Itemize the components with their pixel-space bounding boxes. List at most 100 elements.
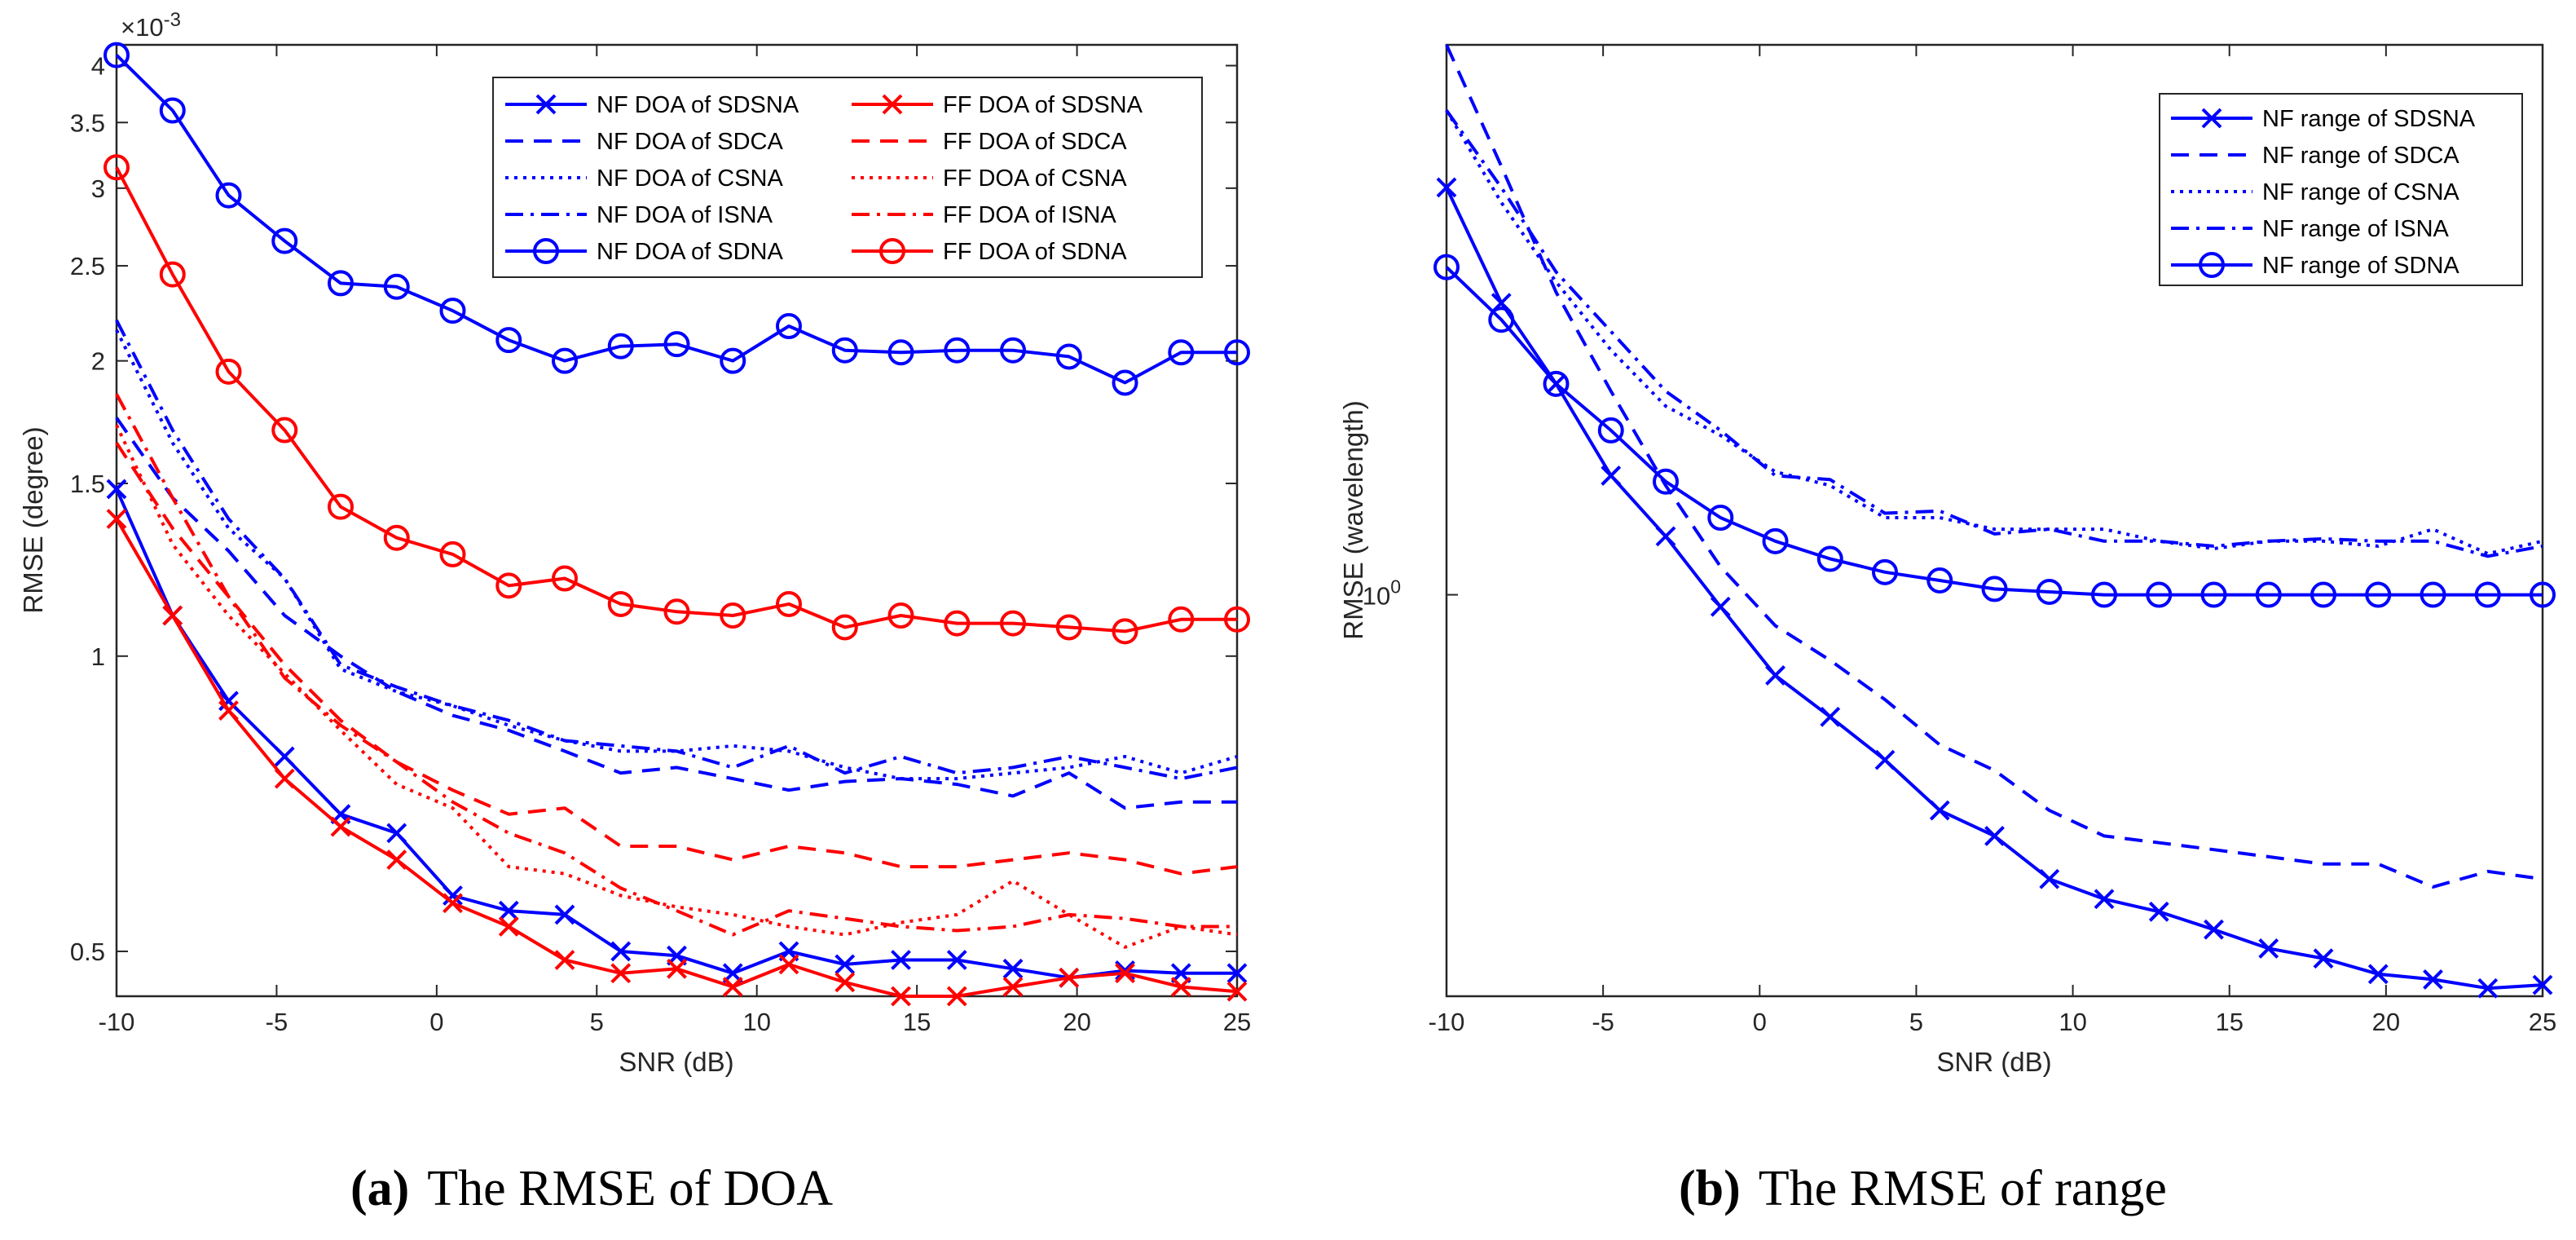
data-point (439, 298, 466, 324)
data-point (1762, 527, 1789, 554)
data-point (776, 313, 802, 340)
series-line (115, 54, 1237, 385)
data-point (2365, 581, 2392, 608)
data-point (215, 358, 242, 385)
data-point (1002, 977, 1024, 997)
legend-marker (533, 238, 559, 264)
data-point (2146, 581, 2173, 608)
data-point (2474, 581, 2501, 608)
data-point (1168, 339, 1195, 366)
data-point (1816, 545, 1843, 572)
data-point (667, 958, 687, 979)
y-tick-label: 0.5 (70, 938, 105, 966)
data-point (103, 154, 130, 181)
data-point (1115, 960, 1135, 981)
data-point (383, 273, 410, 300)
data-point (607, 333, 634, 360)
series-nf-range-of-isna (1445, 109, 2543, 558)
data-point (1929, 800, 1950, 821)
series-ff-doa-of-sdsna (106, 509, 1248, 1007)
legend-marker (879, 238, 905, 264)
x-tick-label: 5 (590, 1008, 604, 1036)
data-point (2204, 919, 2224, 940)
data-point (2039, 868, 2060, 889)
y-tick-label: 2.5 (70, 252, 105, 280)
data-point (2200, 581, 2227, 608)
y-tick-base: 10 (1363, 582, 1390, 611)
data-point (887, 339, 914, 366)
series-group-b (1433, 44, 2556, 999)
exponent-label-a: ×10-3 (121, 9, 181, 42)
data-point (2148, 901, 2169, 922)
data-point (1000, 610, 1026, 637)
data-point (162, 605, 183, 626)
data-point (103, 42, 130, 68)
y-ticks-a: -10 -5 0 5 10 15 20 25 0.5 1 1.5 2 2.5 3 3.5 4 (70, 45, 1251, 1036)
x-tick-label: 25 (2529, 1008, 2556, 1036)
data-point (607, 590, 634, 617)
y-tick-label: 3 (91, 174, 105, 203)
data-point (1872, 558, 1898, 585)
y-tick-label: 4 (91, 51, 105, 80)
data-point (1170, 977, 1191, 997)
data-point (271, 227, 298, 254)
data-point (946, 986, 967, 1007)
series-nf-doa-of-sdca (115, 417, 1237, 810)
data-point (887, 602, 914, 629)
data-point (439, 541, 466, 567)
legend-item: NF DOA of SDCA (505, 129, 783, 155)
data-point (944, 337, 971, 364)
data-point (720, 347, 746, 374)
data-point (1168, 606, 1195, 633)
legend-item: NF range of SDCA (2171, 143, 2459, 169)
data-point (443, 893, 463, 914)
data-point (778, 954, 799, 975)
data-point (1224, 606, 1250, 633)
legend-box (492, 77, 1203, 278)
legend-item: NF range of CSNA (2171, 179, 2459, 205)
x-tick-label: 0 (1753, 1008, 1767, 1036)
data-point (106, 509, 127, 529)
legend-label: NF DOA of SDCA (597, 129, 783, 155)
data-point (328, 493, 354, 520)
legend-marker (882, 94, 903, 115)
data-point (1488, 307, 1515, 333)
data-point (1601, 466, 1622, 486)
data-point (891, 986, 911, 1007)
y-axis-label-a: RMSE (degree) (18, 426, 48, 613)
data-point (610, 963, 632, 984)
series-nf-doa-of-isna (115, 319, 1238, 781)
data-point (218, 691, 239, 712)
data-point (1002, 958, 1024, 979)
caption-a-text: The RMSE of DOA (427, 1161, 833, 1216)
data-point (1984, 825, 2005, 846)
data-point (610, 941, 632, 962)
legend-label: FF DOA of CSNA (943, 165, 1127, 192)
data-point (1436, 177, 1457, 198)
legend-label: FF DOA of ISNA (943, 202, 1116, 228)
data-point (1543, 370, 1570, 397)
data-point (1710, 596, 1731, 617)
series-line (115, 417, 1237, 810)
data-point (215, 182, 242, 209)
series-line (1445, 44, 2543, 889)
data-point (1655, 526, 1676, 547)
data-point (274, 768, 295, 789)
series-group-a (103, 42, 1250, 1007)
y-tick-exponent: 0 (1390, 576, 1401, 598)
data-point (495, 327, 522, 354)
legend-item: FF DOA of CSNA (852, 165, 1127, 192)
x-axis-label-a: SNR (dB) (619, 1047, 733, 1077)
caption-b-label: (b) (1679, 1161, 1741, 1216)
x-tick-label: 15 (903, 1008, 931, 1036)
data-point (1226, 963, 1248, 984)
series-nf-range-of-csna (1445, 109, 2543, 556)
data-point (1115, 963, 1135, 984)
data-point (2530, 581, 2556, 608)
data-point (1707, 505, 1734, 532)
legend-item: NF DOA of ISNA (505, 202, 773, 228)
data-point (2420, 581, 2446, 608)
x-tick-label: 20 (2372, 1008, 2400, 1036)
legend-item: FF DOA of ISNA (852, 202, 1116, 228)
